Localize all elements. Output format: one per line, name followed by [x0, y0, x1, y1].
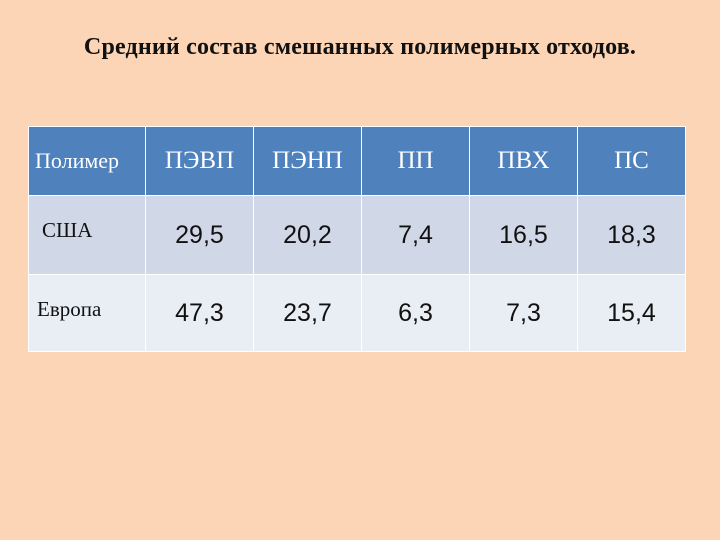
table-cell: 7,4 [361, 195, 470, 275]
page-title: Средний состав смешанных полимерных отхо… [83, 34, 637, 60]
table-cell: 7,3 [469, 274, 578, 352]
table-cell: 18,3 [577, 195, 686, 275]
header-cell-ps: ПС [577, 126, 686, 196]
header-cell-penp: ПЭНП [253, 126, 362, 196]
table-cell: 20,2 [253, 195, 362, 275]
table-cell: 47,3 [145, 274, 254, 352]
table-header-row: Полимер ПЭВП ПЭНП ПП ПВХ ПС [28, 126, 686, 196]
header-cell-polymer: Полимер [28, 126, 146, 196]
table-cell: 16,5 [469, 195, 578, 275]
header-cell-pvh: ПВХ [469, 126, 578, 196]
table-cell: 29,5 [145, 195, 254, 275]
table-row: Европа 47,3 23,7 6,3 7,3 15,4 [28, 274, 686, 352]
table-cell: 6,3 [361, 274, 470, 352]
table-row: США 29,5 20,2 7,4 16,5 18,3 [28, 195, 686, 275]
header-cell-pevp: ПЭВП [145, 126, 254, 196]
row-label: США [28, 195, 146, 275]
header-cell-pp: ПП [361, 126, 470, 196]
table-cell: 15,4 [577, 274, 686, 352]
table-cell: 23,7 [253, 274, 362, 352]
row-label: Европа [28, 274, 146, 352]
composition-table: Полимер ПЭВП ПЭНП ПП ПВХ ПС США 29,5 20,… [28, 126, 686, 352]
